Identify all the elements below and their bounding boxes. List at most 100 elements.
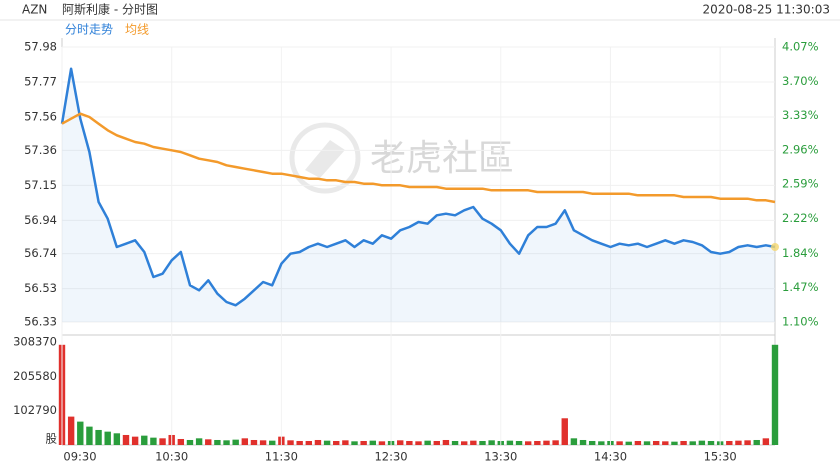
volume-bar: [707, 440, 715, 445]
volume-bar: [259, 440, 267, 445]
volume-bar: [506, 440, 514, 445]
volume-bar: [86, 426, 93, 445]
volume-bar: [524, 441, 532, 445]
legend-entry: 分时走势: [65, 23, 113, 37]
volume-bar: [314, 439, 322, 445]
volume-bar: [488, 440, 495, 445]
price-area: [62, 68, 775, 322]
volume-tick-label: 股: [46, 432, 58, 446]
y2-tick-label: 1.47%: [782, 280, 819, 294]
volume-bar: [77, 421, 84, 445]
volume-bar: [570, 438, 578, 445]
volume-bar: [333, 440, 340, 445]
volume-bar: [479, 440, 486, 445]
volume-bar: [131, 436, 139, 445]
y-tick-label: 56.33: [24, 315, 57, 329]
volume-bar: [141, 435, 148, 445]
volume-bar: [598, 441, 605, 445]
watermark: 老虎社區: [370, 138, 514, 179]
volume-bar: [726, 440, 733, 445]
volume-bar: [534, 440, 541, 445]
volume-bar: [195, 438, 203, 445]
volume-bar: [369, 440, 376, 445]
x-tick-label: 14:30: [594, 450, 627, 464]
volume-bar: [113, 433, 121, 445]
x-tick-label: 12:30: [374, 450, 407, 464]
volume-bar: [625, 441, 632, 445]
volume-bar: [122, 434, 130, 445]
volume-bar: [186, 439, 194, 445]
volume-bar: [159, 438, 166, 445]
title: 阿斯利康 - 分时图: [62, 2, 158, 17]
volume-bar: [461, 441, 468, 445]
average-line: [61, 112, 776, 204]
y-tick-label: 57.98: [24, 40, 57, 54]
volume-tick-label: 205580: [13, 369, 57, 383]
volume-bar: [104, 431, 111, 445]
y2-tick-label: 2.59%: [782, 177, 819, 191]
volume-bar: [351, 441, 358, 445]
volume-bar: [698, 440, 706, 445]
x-tick-label: 09:30: [63, 450, 96, 464]
y2-tick-label: 3.70%: [782, 74, 819, 88]
volume-bar: [150, 437, 157, 445]
y2-tick-label: 4.07%: [782, 40, 819, 54]
current-point: [771, 243, 779, 251]
volume-bar: [415, 441, 422, 445]
volume-bar: [287, 440, 294, 445]
volume-bar: [397, 440, 404, 445]
volume-bar: [406, 440, 413, 445]
volume-bar: [342, 440, 349, 445]
volume-bar: [762, 438, 770, 445]
volume-bar: [643, 441, 651, 445]
volume-bar: [424, 440, 431, 445]
volume-bar: [680, 440, 687, 445]
volume-bar: [214, 439, 221, 445]
volume-bar: [616, 441, 623, 445]
y2-tick-label: 3.33%: [782, 108, 819, 122]
y2-tick-label: 1.10%: [782, 315, 819, 329]
volume-bar: [634, 440, 642, 445]
legend-entry: 均线: [125, 23, 149, 37]
volume-bar: [360, 440, 367, 445]
volume-bar: [205, 439, 212, 445]
volume-bar: [296, 440, 303, 445]
volume-bar: [378, 441, 386, 445]
y-tick-label: 57.36: [24, 143, 57, 157]
y2-tick-label: 2.22%: [782, 211, 819, 225]
volume-bar: [451, 440, 459, 445]
timestamp: 2020-08-25 11:30:03: [703, 3, 830, 17]
volume-bar: [744, 440, 751, 445]
volume-bar: [470, 440, 477, 445]
watermark-logo: [289, 122, 361, 194]
volume-bar: [232, 439, 239, 445]
volume-bar: [67, 416, 75, 445]
volume-bar: [771, 344, 779, 445]
x-tick-label: 13:30: [484, 450, 517, 464]
volume-bar: [561, 418, 568, 445]
volume-bar: [305, 440, 313, 445]
y2-tick-label: 1.84%: [782, 246, 819, 260]
price-line: [60, 67, 776, 307]
volume-bar: [323, 440, 331, 445]
volume-bar: [753, 439, 760, 445]
y-tick-label: 56.53: [24, 281, 57, 295]
volume-bar: [735, 440, 742, 445]
y-tick-label: 57.15: [24, 178, 57, 192]
volume-bar: [652, 440, 660, 445]
y-tick-label: 56.74: [24, 246, 57, 260]
x-tick-label: 10:30: [155, 450, 188, 464]
y-tick-label: 57.56: [24, 110, 57, 124]
y-tick-label: 56.94: [24, 213, 57, 227]
x-tick-label: 11:30: [265, 450, 298, 464]
volume-bar: [588, 440, 596, 445]
y-tick-label: 57.77: [24, 75, 57, 89]
volume-bar: [671, 441, 678, 445]
symbol: AZN: [22, 3, 47, 17]
volume-bar: [269, 440, 276, 445]
volume-bar: [250, 439, 258, 445]
volume-bar: [177, 438, 185, 445]
volume-bar: [543, 440, 550, 445]
